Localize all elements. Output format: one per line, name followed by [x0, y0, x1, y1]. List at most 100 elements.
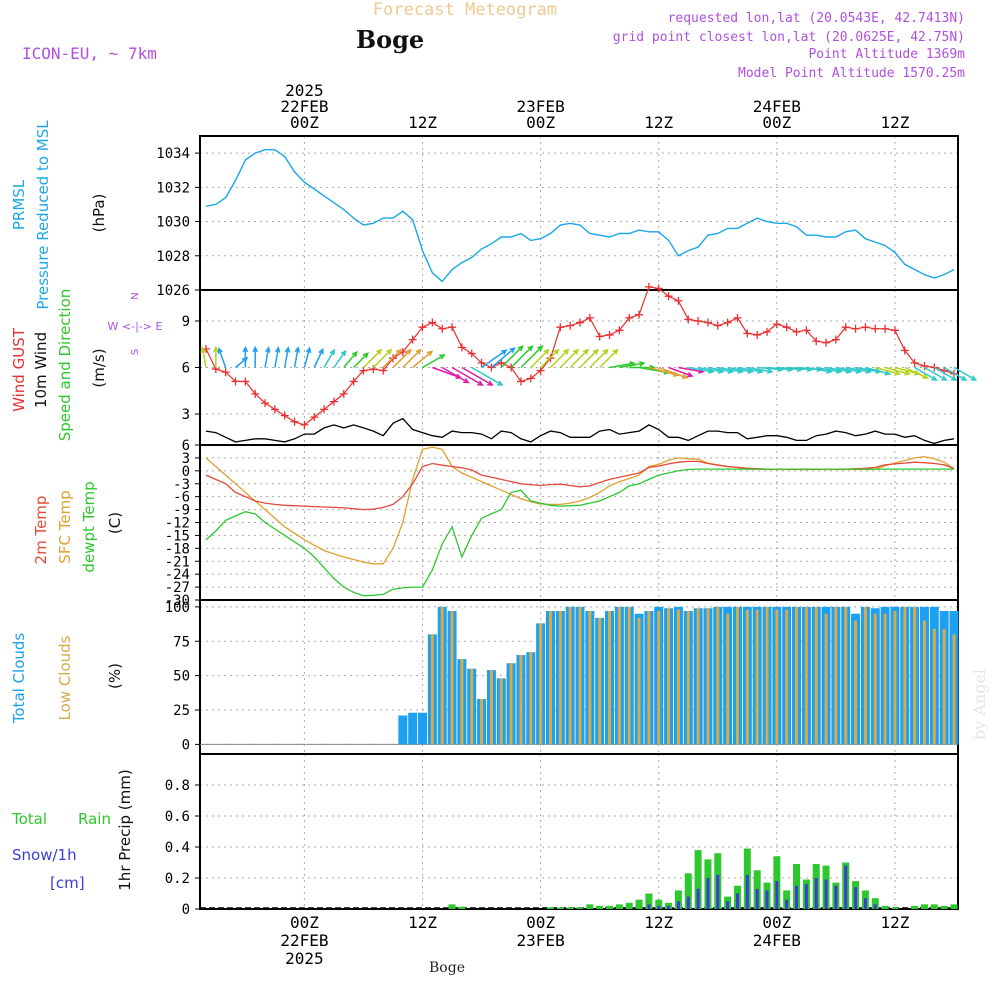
gust-marker — [654, 284, 663, 293]
wind-arrow — [747, 366, 774, 374]
rain-bar — [911, 905, 919, 909]
chart-title: Forecast Meteogram — [373, 0, 557, 20]
low-cloud-bar — [863, 606, 867, 745]
gust-marker — [477, 358, 486, 367]
gust-marker — [733, 313, 742, 322]
low-cloud-bar — [706, 608, 710, 745]
gust-marker — [871, 324, 880, 333]
wind-arrow — [313, 347, 324, 368]
low-cloud-bar — [735, 606, 739, 745]
gust-marker — [329, 397, 338, 406]
ytick-label: -24 — [165, 567, 190, 583]
low-cloud-bar — [558, 611, 562, 745]
dewpt-label: dewpt Temp — [80, 481, 98, 572]
rain-bar — [871, 898, 879, 909]
low-cloud-bar — [785, 609, 789, 745]
wind-arrow — [500, 345, 524, 369]
time-label-bottom: 00Z — [290, 913, 319, 932]
temp-labels: 2m Temp SFC Temp dewpt Temp (C) — [32, 481, 124, 572]
low-cloud-bar — [814, 606, 818, 745]
wind-arrow — [323, 348, 335, 368]
wind-arrow — [200, 346, 207, 368]
ytick-label: -18 — [165, 541, 190, 557]
ytick-label: 1028 — [156, 249, 190, 265]
wind-arrow — [303, 346, 312, 368]
gust-marker — [772, 320, 781, 329]
gust-marker — [300, 420, 309, 429]
wind-arrow — [293, 346, 301, 368]
low-cloud-bar — [834, 606, 838, 745]
total-cloud-bar — [418, 712, 428, 745]
time-label-top: 24FEB — [753, 97, 801, 116]
rain-bar — [566, 907, 574, 909]
ytick-label: 50 — [173, 669, 190, 685]
snow-bar — [745, 874, 749, 909]
wind-arrow — [540, 348, 560, 369]
ytick-label: 3 — [182, 451, 190, 467]
rain-bar — [448, 904, 456, 909]
ytick-label: -6 — [173, 490, 190, 506]
time-label-bottom: 12Z — [408, 913, 437, 932]
gust-marker — [359, 366, 368, 375]
compass-s: S — [130, 349, 141, 355]
wind-arrow — [481, 349, 508, 369]
gust-marker — [763, 327, 771, 336]
precip-labels: Total Rain Snow/1h [cm] 1hr Precip (mm) — [11, 769, 134, 892]
gust-line — [205, 286, 955, 426]
rain-bar — [930, 904, 938, 909]
watermark: by Angel — [970, 669, 989, 740]
ytick-label: 0.8 — [165, 778, 190, 794]
wind-label: 10m Wind — [32, 332, 50, 408]
ytick-label: 0.4 — [165, 840, 190, 856]
low-cloud-bar — [883, 613, 887, 745]
snow-unit-label: [cm] — [50, 874, 85, 892]
wind-arrow — [865, 366, 892, 376]
ytick-label: -9 — [173, 503, 190, 519]
precip-unit: 1hr Precip (mm) — [116, 769, 134, 890]
snow-bar — [844, 865, 848, 909]
time-label-top: 00Z — [290, 113, 319, 132]
gust-marker — [861, 323, 870, 332]
gust-marker — [743, 329, 752, 338]
snow-bar — [706, 878, 710, 909]
rain-bar — [586, 904, 594, 909]
low-cloud-bar — [765, 606, 769, 745]
low-cloud-bar — [913, 606, 917, 745]
wind-arrow — [264, 346, 271, 368]
pressure-line — [205, 149, 955, 283]
rain-bar — [606, 905, 614, 909]
total-cloud-bar — [398, 715, 408, 745]
gust-marker — [487, 363, 496, 372]
gust-marker — [782, 323, 791, 332]
rain-bar — [891, 907, 899, 909]
snow-bar — [863, 898, 867, 909]
low-cloud-bar — [568, 606, 572, 745]
gust-marker — [566, 321, 575, 330]
rain-label: Rain — [78, 810, 111, 828]
gust-marker — [753, 330, 762, 339]
snow-bar — [854, 887, 858, 909]
time-label-top: 00Z — [762, 113, 791, 132]
snow-bar — [657, 905, 661, 909]
gust-marker — [644, 282, 653, 291]
ytick-label: -3 — [173, 477, 190, 493]
gust-marker — [576, 318, 584, 327]
ytick-label: 1030 — [156, 215, 190, 231]
wind-arrow — [924, 366, 948, 381]
wind-arrow — [283, 346, 291, 368]
point-altitude: Point Altitude 1369m — [808, 47, 965, 62]
wind-arrow — [392, 348, 412, 369]
snow-bar — [775, 881, 779, 909]
ytick-label: -15 — [165, 528, 190, 544]
rain-bar — [684, 873, 692, 909]
wind-arrow — [884, 366, 911, 376]
snow-bar — [686, 896, 690, 909]
gust-marker — [339, 389, 348, 398]
low-cloud-bar — [608, 611, 612, 745]
low-cloud-bar — [430, 634, 434, 745]
time-label-bottom: 2025 — [285, 949, 324, 968]
wind-arrow — [510, 345, 534, 369]
gust-marker — [241, 377, 250, 386]
snow-label: Snow/1h — [12, 846, 77, 864]
rain-bar — [950, 904, 958, 909]
